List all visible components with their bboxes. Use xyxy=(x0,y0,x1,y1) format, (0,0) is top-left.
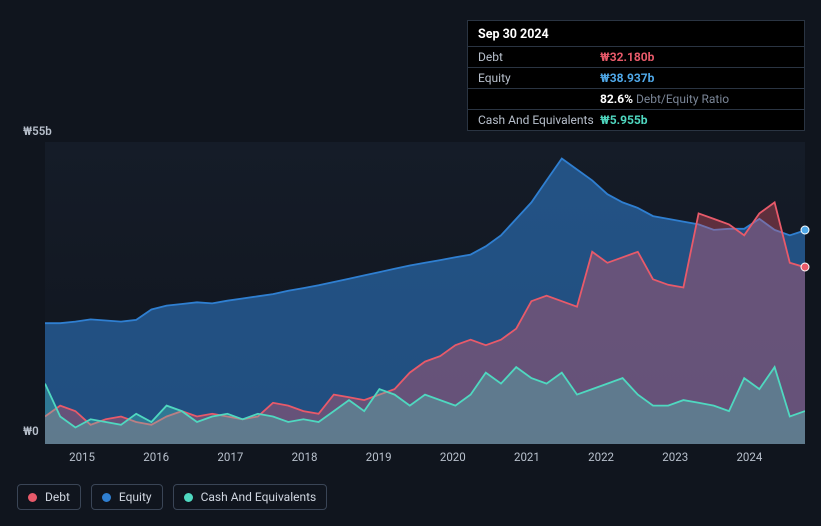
x-tick: 2016 xyxy=(143,450,169,464)
tooltip-label xyxy=(478,92,600,106)
legend-item-debt[interactable]: Debt xyxy=(17,484,81,510)
tooltip-row: Debt₩32.180b xyxy=(468,46,804,67)
cash-dot-icon xyxy=(184,493,193,502)
tooltip-value: ₩32.180b xyxy=(600,50,654,64)
equity-dot-icon xyxy=(102,493,111,502)
tooltip-value: ₩38.937b xyxy=(600,71,654,85)
legend-label: Equity xyxy=(119,490,152,504)
x-tick: 2020 xyxy=(440,450,466,464)
x-tick: 2018 xyxy=(292,450,318,464)
tooltip-row: Equity₩38.937b xyxy=(468,67,804,88)
plot-area xyxy=(45,142,805,444)
x-tick: 2024 xyxy=(736,450,762,464)
endpoint-dot-debt xyxy=(801,263,810,272)
legend-item-cash[interactable]: Cash And Equivalents xyxy=(173,484,328,510)
tooltip-row: 82.6% Debt/Equity Ratio xyxy=(468,88,804,109)
x-tick: 2023 xyxy=(662,450,688,464)
tooltip-date: Sep 30 2024 xyxy=(468,21,804,46)
x-tick: 2015 xyxy=(69,450,95,464)
chart-tooltip: Sep 30 2024 Debt₩32.180bEquity₩38.937b82… xyxy=(467,20,805,131)
x-tick: 2021 xyxy=(514,450,540,464)
area-chart: ₩55b ₩0 2015 2016 2017 2018 2019 2020 2021 2022… xyxy=(17,124,805,474)
legend-label: Cash And Equivalents xyxy=(201,490,317,504)
x-tick: 2022 xyxy=(588,450,614,464)
legend-item-equity[interactable]: Equity xyxy=(91,484,163,510)
tooltip-label: Equity xyxy=(478,71,600,85)
legend: Debt Equity Cash And Equivalents xyxy=(17,484,327,510)
x-tick: 2019 xyxy=(366,450,392,464)
x-axis: 2015 2016 2017 2018 2019 2020 2021 2022 2023 2024 xyxy=(45,450,805,470)
y-axis-max: ₩55b xyxy=(23,124,52,138)
tooltip-label: Debt xyxy=(478,50,600,64)
legend-label: Debt xyxy=(45,490,70,504)
chart-svg xyxy=(45,142,805,444)
x-tick: 2017 xyxy=(217,450,243,464)
endpoint-dot-equity xyxy=(801,226,810,235)
y-axis-min: ₩0 xyxy=(23,424,39,438)
debt-dot-icon xyxy=(28,493,37,502)
tooltip-value: 82.6% Debt/Equity Ratio xyxy=(600,92,729,106)
